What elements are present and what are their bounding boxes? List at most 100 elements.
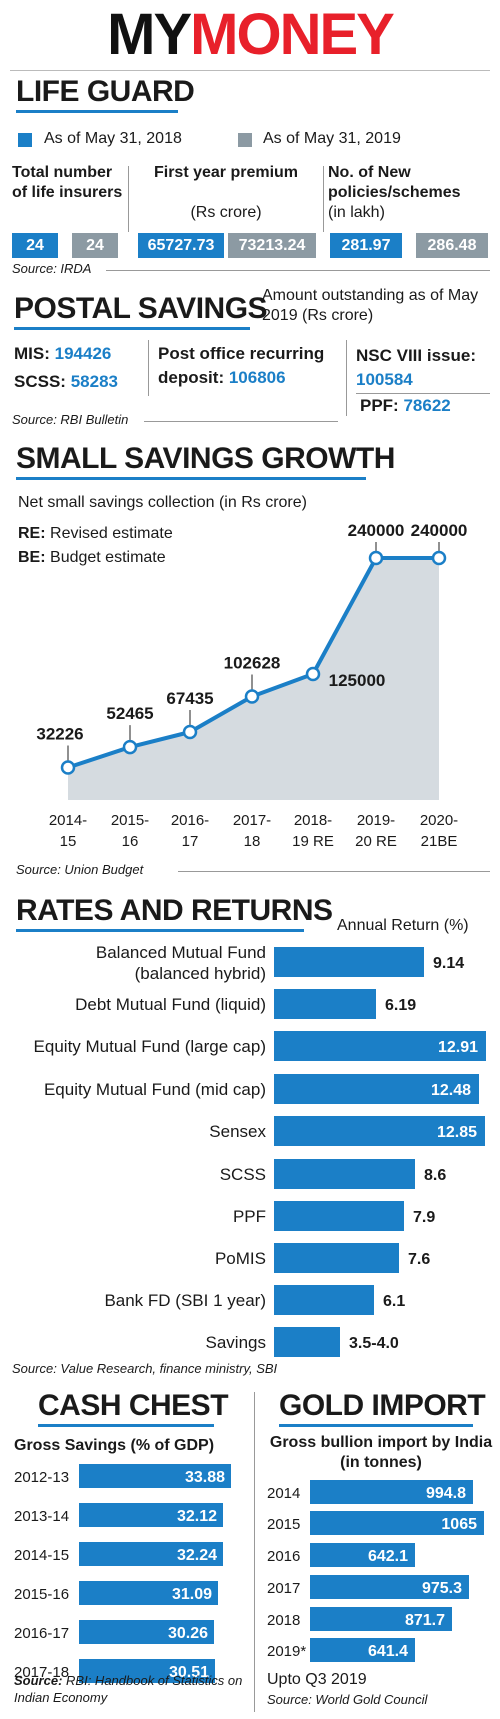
category-label: 2014 xyxy=(267,1485,300,1502)
postal-divider-horizontal xyxy=(356,393,490,394)
x-tick-label: 18 xyxy=(244,833,261,850)
category-label: Bank FD (SBI 1 year) xyxy=(104,1291,266,1310)
be-key: BE: Budget estimate xyxy=(18,549,166,567)
rd-item: Post office recurring deposit: 106806 xyxy=(158,342,338,390)
rates-chart: 9.14 Balanced Mutual Fund (balanced hybrid… xyxy=(34,943,486,1357)
legend-label-2019: As of May 31, 2019 xyxy=(263,130,401,147)
re-key-text: Revised estimate xyxy=(50,525,173,542)
column-divider xyxy=(128,166,129,232)
x-tick-label: 20 RE xyxy=(355,833,397,850)
x-tick-label: 16 xyxy=(122,833,139,850)
bar xyxy=(274,947,424,977)
scss-label: SCSS: xyxy=(14,372,66,391)
value-premium-2018: 65727.73 xyxy=(138,233,224,258)
bar xyxy=(310,1607,452,1631)
bar-value-label: 12.48 xyxy=(431,1082,471,1099)
bar xyxy=(310,1543,415,1567)
x-tick-label: 2016- xyxy=(171,812,209,829)
bar xyxy=(79,1620,214,1644)
legend-swatch-2019 xyxy=(238,133,252,147)
gold-import-subtitle: Gross bullion import by India (in tonnes… xyxy=(269,1434,493,1471)
small-savings-source: Source: Union Budget xyxy=(16,862,144,877)
category-label: Equity Mutual Fund (mid cap) xyxy=(44,1080,266,1099)
bar xyxy=(274,1243,399,1273)
data-label: 52465 xyxy=(106,704,153,723)
bottom-divider xyxy=(254,1392,255,1712)
x-tick-label: 15 xyxy=(60,833,77,850)
postal-savings-note: Amount outstanding as of May 2019 (Rs cr… xyxy=(262,287,479,324)
category-label: 2015-16 xyxy=(14,1586,69,1603)
category-label: Balanced Mutual Fund xyxy=(96,943,266,962)
cash-chest-subtitle: Gross Savings (% of GDP) xyxy=(14,1437,215,1454)
postal-savings-source: Source: RBI Bulletin xyxy=(12,412,129,427)
bar xyxy=(274,1327,340,1357)
bar-value-label: 9.14 xyxy=(433,955,464,972)
col-sub-policies: (in lakh) xyxy=(328,204,385,221)
rates-title-underline xyxy=(16,929,304,932)
life-guard-source-rule xyxy=(106,270,490,271)
postal-divider xyxy=(148,340,149,396)
small-savings-title-underline xyxy=(16,477,366,480)
bar-value-label: 994.8 xyxy=(426,1485,466,1502)
value-policies-2018: 281.97 xyxy=(330,233,402,258)
small-savings-source-rule xyxy=(178,871,490,872)
category-label: 2016-17 xyxy=(14,1625,69,1642)
col-sub-premium: (Rs crore) xyxy=(190,204,262,221)
postal-savings-title: POSTAL SAVINGS xyxy=(14,292,268,325)
small-savings-chart: 32226 52465 67435 102628 125000 240000 240000 2… xyxy=(36,521,467,850)
mis-item: MIS: 194426 xyxy=(14,342,111,366)
ppf-item: PPF: 78622 xyxy=(360,394,451,418)
gold-import-note: Upto Q3 2019 xyxy=(267,1671,367,1688)
bar-value-label: 30.51 xyxy=(169,1664,209,1681)
bar-value-label: 642.1 xyxy=(368,1548,408,1565)
life-guard-source: Source: IRDA xyxy=(12,261,92,276)
bar-value-label: 33.88 xyxy=(185,1469,225,1486)
cash-chest-title-underline xyxy=(38,1424,214,1427)
masthead: MYMONEY xyxy=(0,2,500,68)
gold-import-source: Source: World Gold Council xyxy=(267,1692,428,1707)
x-tick-label: 2014- xyxy=(49,812,87,829)
category-label: 2013-14 xyxy=(14,1508,69,1525)
category-label: PPF xyxy=(233,1207,266,1226)
ppf-value: 78622 xyxy=(403,396,451,415)
bar xyxy=(274,1116,485,1146)
bar-value-label: 31.09 xyxy=(172,1586,212,1603)
be-key-abbr: BE: xyxy=(18,549,46,566)
legend-swatch-2018 xyxy=(18,133,32,147)
bar xyxy=(274,1201,404,1231)
category-label: 2017 xyxy=(267,1580,300,1597)
small-savings-subtitle: Net small savings collection (in Rs cror… xyxy=(18,494,307,511)
bar-value-label: 975.3 xyxy=(422,1580,462,1597)
cash-chest-source-text: RBI: Handbook of Statistics on Indian Ec… xyxy=(14,1673,243,1705)
mis-value: 194426 xyxy=(54,344,112,363)
data-point xyxy=(368,550,384,566)
x-tick-label: 2015- xyxy=(111,812,149,829)
rd-label: Post office recurring deposit: xyxy=(158,344,325,387)
rates-title: RATES AND RETURNS xyxy=(16,894,333,927)
x-tick-label: 2018- xyxy=(294,812,332,829)
bar xyxy=(274,989,376,1019)
bar xyxy=(274,1159,415,1189)
category-label: (balanced hybrid) xyxy=(135,964,266,983)
gold-import-title-underline xyxy=(279,1424,473,1427)
category-label: 2012-13 xyxy=(14,1469,69,1486)
bar xyxy=(310,1511,484,1535)
category-label: Savings xyxy=(206,1333,266,1352)
x-tick-label: 21BE xyxy=(421,833,458,850)
data-point xyxy=(244,689,260,704)
small-savings-title: SMALL SAVINGS GROWTH xyxy=(16,442,395,475)
be-key-text: Budget estimate xyxy=(50,549,166,566)
life-guard-title: LIFE GUARD xyxy=(16,75,195,108)
data-label: 32226 xyxy=(36,725,83,744)
nsc-value: 100584 xyxy=(356,370,413,389)
category-label: 2019* xyxy=(267,1643,306,1660)
bar xyxy=(79,1464,231,1488)
category-label: 2015 xyxy=(267,1516,300,1533)
postal-source-rule xyxy=(144,421,338,422)
rates-source: Source: Value Research, finance ministry… xyxy=(12,1361,278,1376)
bar-value-label: 7.9 xyxy=(413,1209,435,1226)
data-label: 240000 xyxy=(348,521,405,540)
category-label: 2014-15 xyxy=(14,1547,69,1564)
category-label: Sensex xyxy=(209,1122,266,1141)
